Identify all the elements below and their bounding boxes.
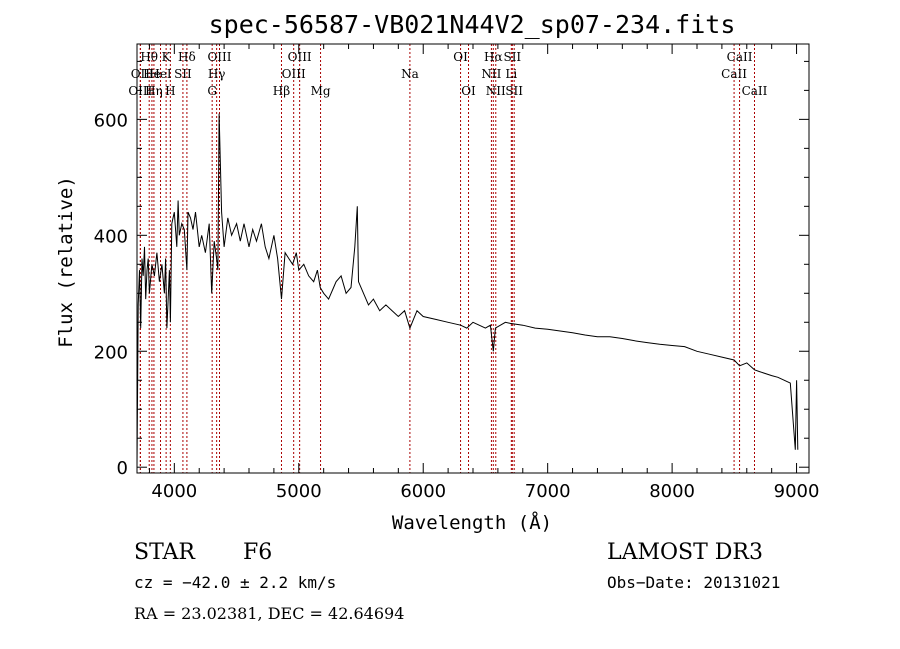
y-tick-label: 400 [94, 226, 128, 247]
spectral-line-markers [139, 44, 755, 473]
line-label: K [162, 50, 172, 64]
line-label: H [165, 84, 175, 98]
y-tick-label: 600 [94, 110, 128, 131]
line-label: OI [461, 84, 476, 98]
plot-frame [136, 43, 810, 474]
line-label: CaII [721, 67, 747, 81]
spectrum-series [136, 113, 799, 468]
x-tick-label: 5000 [276, 481, 322, 502]
object-class: STAR [134, 540, 196, 565]
line-label: HeI [149, 67, 172, 81]
x-tick-label: 8000 [649, 481, 695, 502]
x-axis-ticks: 4000 5000 6000 7000 8000 9000 [148, 44, 820, 502]
line-label: NII [486, 84, 506, 98]
y-axis-label: Flux (relative) [55, 176, 77, 348]
observation-date: Obs−Date: 20131021 [607, 573, 780, 592]
line-label: OIII [282, 67, 306, 81]
line-label: CaII [742, 84, 768, 98]
line-label: Hθ [140, 50, 158, 64]
line-label: OI [453, 50, 468, 64]
line-label: Hα [484, 50, 503, 64]
line-label: Hδ [178, 50, 196, 64]
line-label: G [207, 84, 217, 98]
line-label: OIII [207, 50, 231, 64]
line-label: SII [174, 67, 192, 81]
object-subclass: F6 [243, 540, 272, 565]
x-axis-label: Wavelength (Å) [392, 511, 552, 534]
line-label: Hη [145, 84, 163, 98]
line-label: SII [505, 84, 523, 98]
x-tick-label: 4000 [151, 481, 197, 502]
redshift-cz: cz = −42.0 ± 2.2 km/s [134, 573, 336, 592]
spectral-line-labels: Hθ OII OIII He Hη K HeI H SII Hδ OIII Hγ G OIII OIII Hβ… [128, 50, 767, 98]
line-label: Hβ [273, 84, 290, 98]
line-label: Mg [311, 84, 331, 98]
line-label: NII [481, 67, 501, 81]
line-label: Na [401, 67, 419, 81]
x-tick-label: 9000 [774, 481, 820, 502]
x-tick-label: 6000 [400, 481, 446, 502]
y-tick-label: 0 [117, 458, 128, 479]
y-axis-ticks: 0 200 400 600 [94, 60, 809, 479]
line-label: SII [503, 50, 521, 64]
y-tick-label: 200 [94, 342, 128, 363]
line-label: CaII [727, 50, 753, 64]
coordinates: RA = 23.02381, DEC = 42.64694 [134, 604, 404, 623]
line-label: OII [131, 67, 151, 81]
line-label: He [143, 67, 161, 81]
line-label: OIII [288, 50, 312, 64]
spectrum-line [136, 113, 799, 468]
line-label: Hγ [208, 67, 226, 81]
line-label: Li [505, 67, 517, 81]
x-tick-label: 7000 [525, 481, 571, 502]
line-label: OIII [128, 84, 152, 98]
survey-name: LAMOST DR3 [607, 540, 763, 565]
chart-title: spec-56587-VB021N44V2_sp07-234.fits [209, 10, 736, 39]
